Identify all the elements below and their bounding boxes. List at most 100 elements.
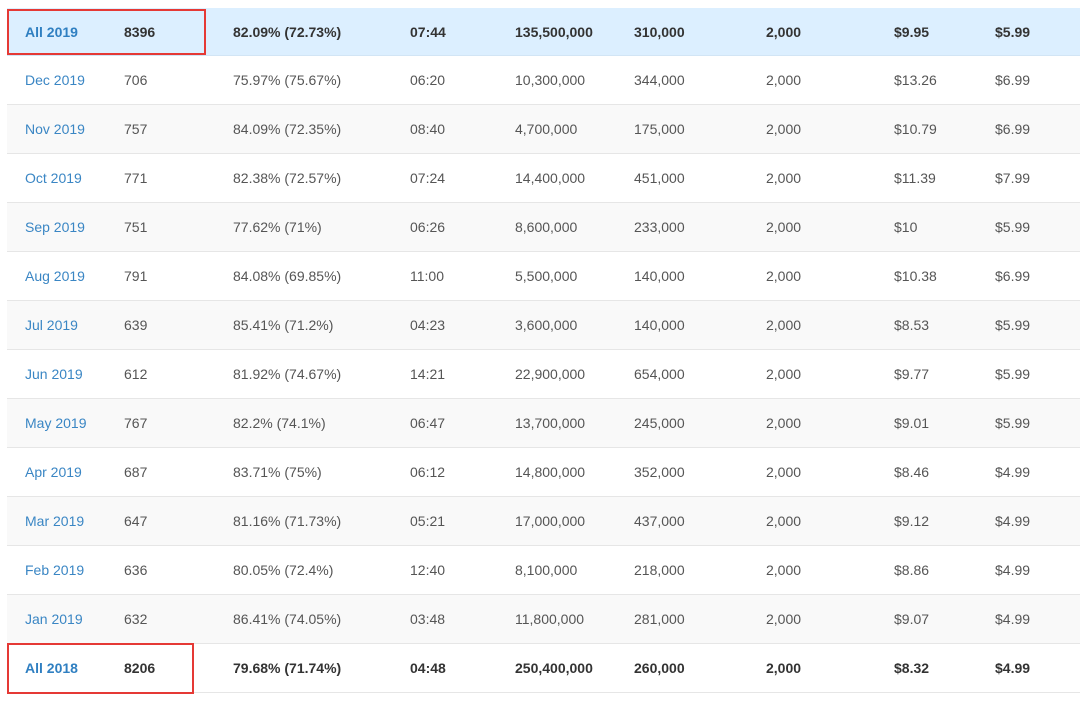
price-low-cell: $4.99 xyxy=(995,513,1031,529)
count-cell: 632 xyxy=(124,611,148,627)
month-link[interactable]: Mar 2019 xyxy=(25,513,85,529)
average-cell: 245,000 xyxy=(634,415,685,431)
price-high-cell: $13.26 xyxy=(894,72,937,88)
table-row: May 2019 767 82.2% (74.1%) 06:47 13,700,… xyxy=(7,399,1080,448)
count-cell: 647 xyxy=(124,513,148,529)
percentage-cell: 82.2% (74.1%) xyxy=(233,415,326,431)
percentage-cell: 86.41% (74.05%) xyxy=(233,611,342,627)
month-link[interactable]: Oct 2019 xyxy=(25,170,82,186)
count-cell: 612 xyxy=(124,366,148,382)
total-cell: 3,600,000 xyxy=(515,317,578,333)
percentage-cell: 82.09% (72.73%) xyxy=(233,23,342,40)
month-link[interactable]: Jan 2019 xyxy=(25,611,83,627)
percentage-cell: 83.71% (75%) xyxy=(233,464,322,480)
table-row: Dec 2019 706 75.97% (75.67%) 06:20 10,30… xyxy=(7,56,1080,105)
price-high-cell: $8.46 xyxy=(894,464,930,480)
total-cell: 14,400,000 xyxy=(515,170,586,186)
price-high-cell: $10 xyxy=(894,219,918,235)
table-row: Apr 2019 687 83.71% (75%) 06:12 14,800,0… xyxy=(7,448,1080,497)
month-link[interactable]: All 2018 xyxy=(25,660,78,676)
table-row: Oct 2019 771 82.38% (72.57%) 07:24 14,40… xyxy=(7,154,1080,203)
percentage-cell: 77.62% (71%) xyxy=(233,219,322,235)
percentage-cell: 75.97% (75.67%) xyxy=(233,72,342,88)
time-cell: 04:48 xyxy=(410,660,446,676)
percentage-cell: 79.68% (71.74%) xyxy=(233,660,342,676)
month-link[interactable]: Dec 2019 xyxy=(25,72,85,88)
total-cell: 5,500,000 xyxy=(515,268,578,284)
minimum-cell: 2,000 xyxy=(766,170,802,186)
total-cell: 14,800,000 xyxy=(515,464,586,480)
month-link[interactable]: Nov 2019 xyxy=(25,121,85,137)
time-cell: 04:23 xyxy=(410,317,446,333)
price-high-cell: $9.95 xyxy=(894,23,930,40)
minimum-cell: 2,000 xyxy=(766,121,802,137)
average-cell: 140,000 xyxy=(634,268,685,284)
time-cell: 05:21 xyxy=(410,513,446,529)
percentage-cell: 84.09% (72.35%) xyxy=(233,121,342,137)
count-cell: 8396 xyxy=(124,23,156,40)
month-link[interactable]: Feb 2019 xyxy=(25,562,85,578)
minimum-cell: 2,000 xyxy=(766,660,802,676)
average-cell: 344,000 xyxy=(634,72,685,88)
table-row: Jan 2019 632 86.41% (74.05%) 03:48 11,80… xyxy=(7,595,1080,644)
month-link[interactable]: Jul 2019 xyxy=(25,317,78,333)
percentage-cell: 84.08% (69.85%) xyxy=(233,268,342,284)
total-cell: 8,600,000 xyxy=(515,219,578,235)
price-low-cell: $5.99 xyxy=(995,366,1031,382)
percentage-cell: 85.41% (71.2%) xyxy=(233,317,334,333)
table-row: Jun 2019 612 81.92% (74.67%) 14:21 22,90… xyxy=(7,350,1080,399)
minimum-cell: 2,000 xyxy=(766,317,802,333)
average-cell: 218,000 xyxy=(634,562,685,578)
minimum-cell: 2,000 xyxy=(766,219,802,235)
price-low-cell: $5.99 xyxy=(995,317,1031,333)
time-cell: 11:00 xyxy=(410,268,444,284)
minimum-cell: 2,000 xyxy=(766,611,802,627)
average-cell: 451,000 xyxy=(634,170,685,186)
average-cell: 654,000 xyxy=(634,366,685,382)
table-row: Aug 2019 791 84.08% (69.85%) 11:00 5,500… xyxy=(7,252,1080,301)
average-cell: 175,000 xyxy=(634,121,685,137)
table-row: Jul 2019 639 85.41% (71.2%) 04:23 3,600,… xyxy=(7,301,1080,350)
month-link[interactable]: Aug 2019 xyxy=(25,268,85,284)
count-cell: 639 xyxy=(124,317,148,333)
month-link[interactable]: Jun 2019 xyxy=(25,366,83,382)
percentage-cell: 81.16% (71.73%) xyxy=(233,513,342,529)
time-cell: 07:24 xyxy=(410,170,446,186)
time-cell: 03:48 xyxy=(410,611,446,627)
price-high-cell: $9.12 xyxy=(894,513,930,529)
price-low-cell: $4.99 xyxy=(995,562,1031,578)
stats-table: All 2019 8396 82.09% (72.73%) 07:44 135,… xyxy=(7,8,1080,693)
minimum-cell: 2,000 xyxy=(766,268,802,284)
minimum-cell: 2,000 xyxy=(766,513,802,529)
percentage-cell: 81.92% (74.67%) xyxy=(233,366,342,382)
minimum-cell: 2,000 xyxy=(766,366,802,382)
month-link[interactable]: Sep 2019 xyxy=(25,219,85,235)
price-low-cell: $6.99 xyxy=(995,72,1031,88)
month-link[interactable]: All 2019 xyxy=(25,23,78,40)
table-row-all-2018: All 2018 8206 79.68% (71.74%) 04:48 250,… xyxy=(7,644,1080,693)
total-cell: 250,400,000 xyxy=(515,660,593,676)
price-low-cell: $5.99 xyxy=(995,415,1031,431)
count-cell: 8206 xyxy=(124,660,156,676)
minimum-cell: 2,000 xyxy=(766,464,802,480)
average-cell: 437,000 xyxy=(634,513,685,529)
table-row-all-2019: All 2019 8396 82.09% (72.73%) 07:44 135,… xyxy=(7,8,1080,56)
count-cell: 751 xyxy=(124,219,148,235)
count-cell: 767 xyxy=(124,415,148,431)
price-low-cell: $5.99 xyxy=(995,219,1031,235)
time-cell: 14:21 xyxy=(410,366,446,382)
total-cell: 4,700,000 xyxy=(515,121,578,137)
table-row: Feb 2019 636 80.05% (72.4%) 12:40 8,100,… xyxy=(7,546,1080,595)
minimum-cell: 2,000 xyxy=(766,23,802,40)
total-cell: 8,100,000 xyxy=(515,562,578,578)
price-high-cell: $9.07 xyxy=(894,611,930,627)
month-link[interactable]: Apr 2019 xyxy=(25,464,82,480)
month-link[interactable]: May 2019 xyxy=(25,415,87,431)
total-cell: 135,500,000 xyxy=(515,23,593,40)
average-cell: 233,000 xyxy=(634,219,685,235)
average-cell: 260,000 xyxy=(634,660,685,676)
time-cell: 06:26 xyxy=(410,219,446,235)
average-cell: 310,000 xyxy=(634,23,685,40)
total-cell: 22,900,000 xyxy=(515,366,586,382)
minimum-cell: 2,000 xyxy=(766,72,802,88)
